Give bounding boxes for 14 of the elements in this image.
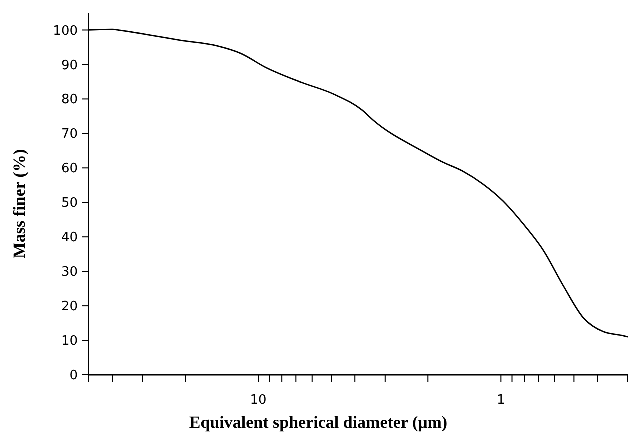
x-tick-label: 1 [497, 393, 506, 408]
y-axis-title: Mass finer (%) [10, 149, 29, 259]
y-tick-label: 90 [61, 58, 78, 74]
y-tick-label: 10 [61, 334, 78, 350]
y-tick-label: 50 [61, 196, 78, 212]
y-tick-label: 0 [70, 368, 78, 384]
y-tick-label: 40 [61, 230, 78, 246]
y-tick-label: 80 [61, 92, 78, 108]
y-tick-label: 30 [61, 265, 78, 280]
x-axis-title: Equivalent spherical diameter (μm) [189, 413, 448, 432]
y-tick-label: 20 [61, 300, 78, 315]
y-tick-label: 70 [61, 127, 78, 142]
y-tick-label: 100 [53, 24, 78, 39]
y-tick-label: 60 [61, 162, 78, 177]
